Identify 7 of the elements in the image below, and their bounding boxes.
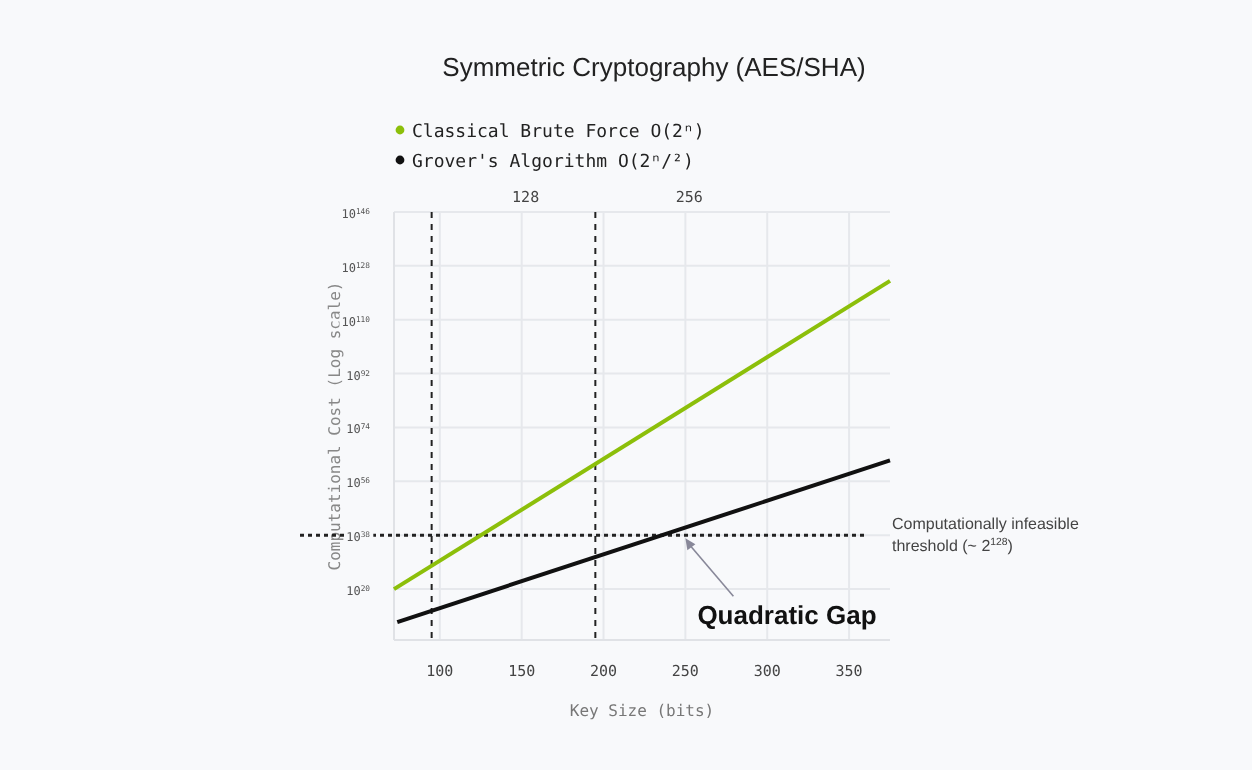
- annotation: Quadratic Gap: [697, 600, 877, 631]
- y-axis-title: Computational Cost (Log scale): [326, 281, 344, 571]
- legend-label: Classical Brute Force O(2ⁿ): [412, 123, 705, 143]
- chart-title: Symmetric Cryptography (AES/SHA): [442, 52, 866, 82]
- ref-line-label: Computationally infeasible threshold (~ 2$^{128}$): [892, 515, 1080, 556]
- x-axis-title: Key Size (bits): [569, 702, 715, 720]
- legend-label: Grover's Algorithm O(2ⁿ/²): [412, 153, 694, 173]
